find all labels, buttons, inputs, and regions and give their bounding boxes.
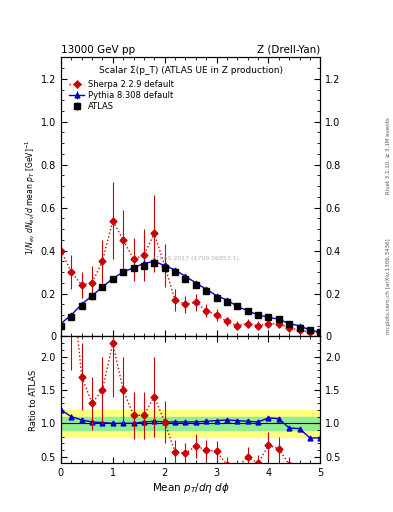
- Y-axis label: Ratio to ATLAS: Ratio to ATLAS: [29, 369, 38, 431]
- Text: Z (Drell-Yan): Z (Drell-Yan): [257, 45, 320, 55]
- Text: 13000 GeV pp: 13000 GeV pp: [61, 45, 135, 55]
- X-axis label: Mean $p_T/d\eta\ d\phi$: Mean $p_T/d\eta\ d\phi$: [152, 481, 230, 495]
- Text: Scalar Σ(p_T) (ATLAS UE in Z production): Scalar Σ(p_T) (ATLAS UE in Z production): [99, 66, 283, 75]
- Text: mcplots.cern.ch [arXiv:1306.3436]: mcplots.cern.ch [arXiv:1306.3436]: [386, 238, 391, 334]
- Bar: [61, 410, 320, 437]
- Y-axis label: $1/N_{ev}\ dN_{ev}/d\ \mathrm{mean}\ p_T\ [\mathrm{GeV}]^{-1}$: $1/N_{ev}\ dN_{ev}/d\ \mathrm{mean}\ p_T…: [24, 139, 38, 254]
- Text: ATLAS 2017 (1709.06853.1): ATLAS 2017 (1709.06853.1): [152, 256, 239, 261]
- Legend: Sherpa 2.2.9 default, Pythia 8.308 default, ATLAS: Sherpa 2.2.9 default, Pythia 8.308 defau…: [68, 78, 175, 113]
- Bar: [61, 417, 320, 430]
- Text: Rivet 3.1.10, ≥ 3.1M events: Rivet 3.1.10, ≥ 3.1M events: [386, 118, 391, 195]
